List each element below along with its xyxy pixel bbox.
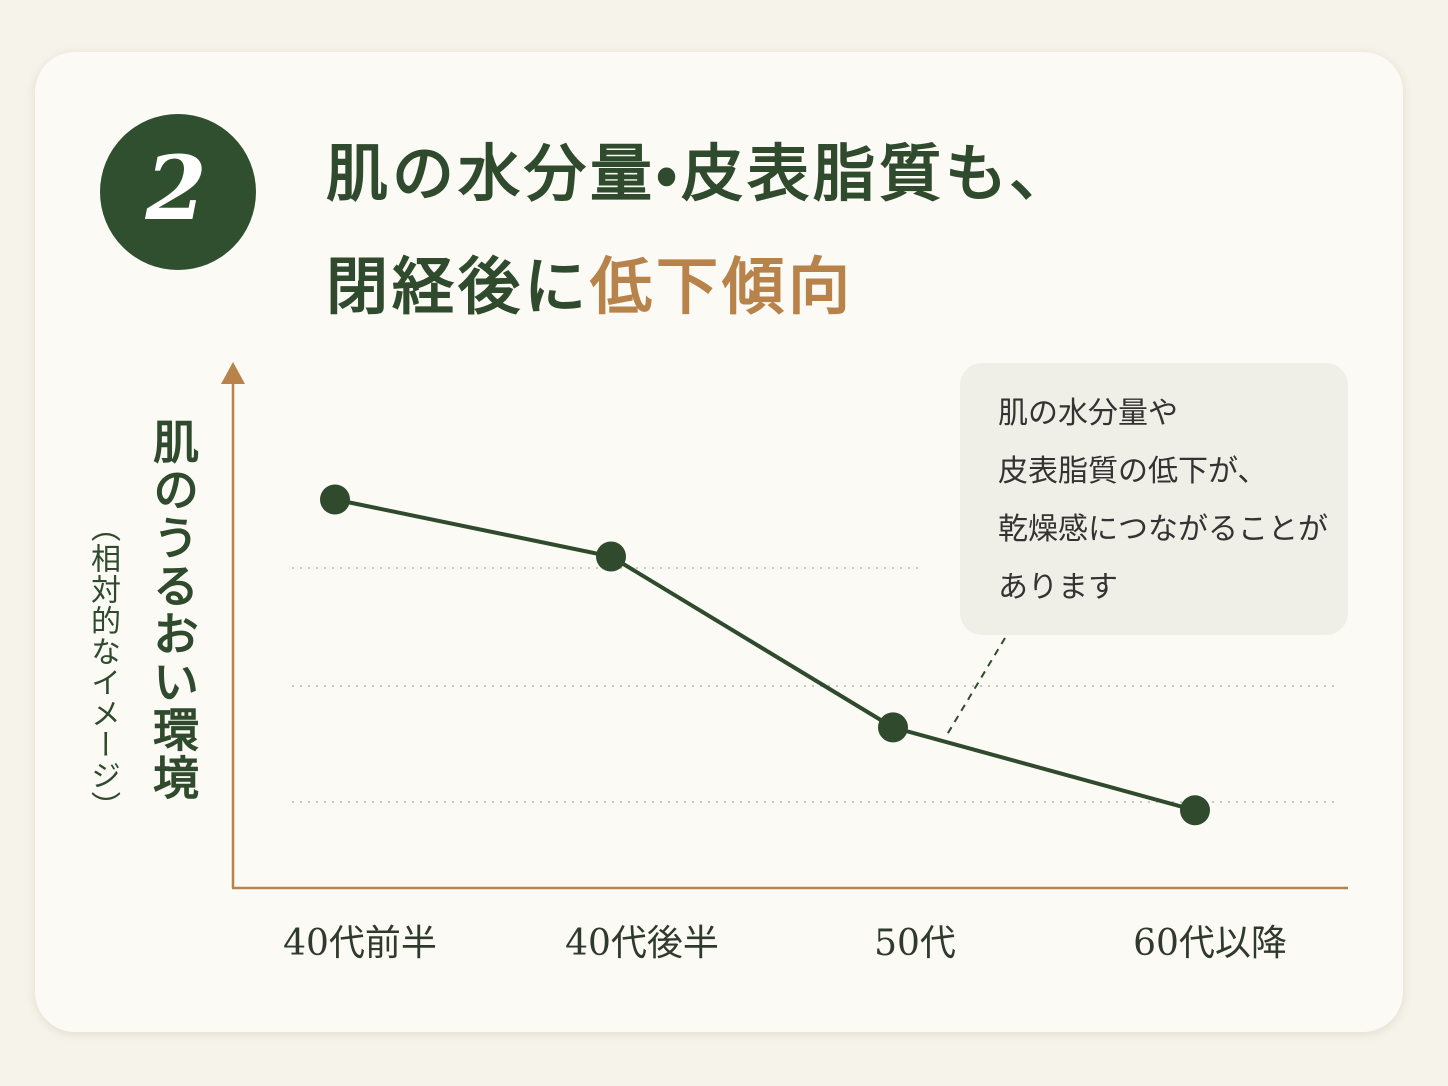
annotation-leader bbox=[944, 637, 1006, 739]
y-axis-sublabel: （相対的なイメージ） bbox=[85, 512, 120, 822]
line bbox=[334, 497, 1196, 813]
chart-title: 肌の水分量・皮表脂質も、 bbox=[326, 137, 1075, 210]
point bbox=[320, 484, 350, 515]
point bbox=[1180, 795, 1210, 826]
x-tick-label: 40代後半 bbox=[565, 923, 719, 964]
title-highlight: 低下傾向 bbox=[589, 250, 854, 323]
x-tick-label: 40代前半 bbox=[283, 923, 437, 964]
annotation-line: 乾燥感につながることが bbox=[998, 512, 1328, 547]
badge-circle bbox=[100, 114, 256, 270]
annotation-box bbox=[960, 363, 1348, 635]
annotation-line: 皮表脂質の低下が、 bbox=[998, 454, 1267, 489]
title-part: 閉経後に bbox=[326, 250, 590, 323]
point bbox=[878, 712, 908, 743]
badge-number: 2 bbox=[144, 136, 206, 240]
x-tick-label: 50代 bbox=[874, 923, 956, 964]
x-tick-label: 60代以降 bbox=[1133, 923, 1287, 964]
annotation-line: 肌の水分量や bbox=[998, 396, 1178, 431]
annotation-line: あります bbox=[998, 570, 1118, 605]
point bbox=[596, 541, 626, 572]
y-axis-arrow bbox=[221, 362, 245, 384]
chart-title-line2: 閉経後に低下傾向 bbox=[326, 250, 854, 323]
y-axis-label: 肌のうるおい環境 bbox=[146, 418, 200, 802]
